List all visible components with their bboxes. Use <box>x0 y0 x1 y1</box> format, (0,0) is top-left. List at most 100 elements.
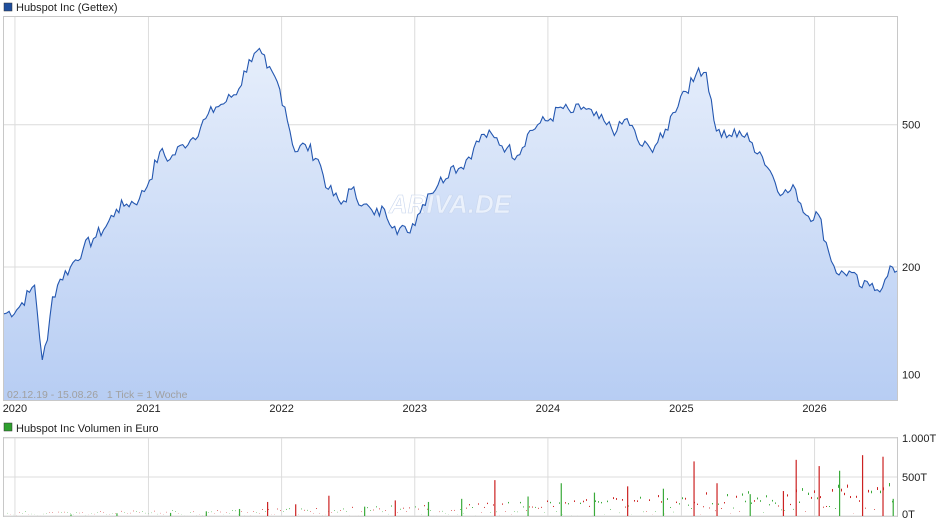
volume-bar-minor <box>748 491 749 493</box>
volume-bar-minor <box>568 503 569 504</box>
volume-bar <box>862 455 863 516</box>
price-legend-swatch <box>4 3 12 11</box>
volume-bar-minor <box>493 504 494 505</box>
volume-bar-minor <box>778 505 779 506</box>
volume-bar-minor <box>547 500 548 502</box>
volume-bar <box>328 496 329 516</box>
volume-bar <box>428 502 429 516</box>
volume-bar-minor <box>541 507 542 508</box>
volume-bar-minor <box>307 510 308 511</box>
volume-bar-minor <box>574 500 575 502</box>
volume-bar-minor <box>808 493 809 495</box>
volume-bar-minor <box>610 509 611 510</box>
volume-bar-minor <box>856 496 857 498</box>
volume-bar-minor <box>880 491 881 494</box>
volume-bar-minor <box>565 502 566 503</box>
volume-bar-minor <box>874 509 875 510</box>
volume-bar-minor <box>301 509 302 510</box>
volume-bar-minor <box>850 496 851 498</box>
volume-bar-minor <box>859 500 860 502</box>
volume-bar-minor <box>529 506 530 507</box>
volume-bar-minor <box>451 510 452 511</box>
volume-bar-minor <box>154 511 155 512</box>
price-ytick-label: 500 <box>902 120 920 132</box>
volume-bar-minor <box>550 502 551 503</box>
volume-bar-minor <box>832 489 833 492</box>
volume-bar-minor <box>370 510 371 511</box>
volume-bar <box>819 466 820 516</box>
volume-bar-minor <box>376 506 377 507</box>
volume-bar-minor <box>706 492 707 494</box>
volume-bar-minor <box>865 508 866 509</box>
volume-bar-minor <box>826 506 827 507</box>
volume-bar-minor <box>703 506 704 507</box>
volume-bar-minor <box>742 493 743 495</box>
volume-bar-minor <box>781 510 782 511</box>
volume-bar-minor <box>634 500 635 502</box>
volume-bar <box>561 483 562 516</box>
volume-legend-label: Hubspot Inc Volumen in Euro <box>16 423 158 435</box>
volume-bar-minor <box>787 494 788 496</box>
volume-bar-minor <box>385 510 386 511</box>
volume-bar-minor <box>472 507 473 508</box>
volume-bar-minor <box>508 502 509 503</box>
x-tick-label: 2025 <box>669 403 693 415</box>
volume-bar-minor <box>757 498 758 500</box>
volume-bar-minor <box>844 493 845 495</box>
volume-bar-minor <box>340 510 341 511</box>
volume-bar-minor <box>829 506 830 507</box>
volume-bar-minor <box>712 503 713 504</box>
volume-bar-minor <box>814 490 815 493</box>
volume-bar-minor <box>637 500 638 502</box>
volume-bar-minor <box>277 509 278 510</box>
volume-bar-minor <box>520 502 521 503</box>
volume-ytick-label: 1.000T <box>902 433 937 445</box>
volume-bar <box>663 489 664 516</box>
volume-bar-minor <box>745 501 746 503</box>
volume-bar-minor <box>670 507 671 508</box>
volume-bar-minor <box>121 511 122 512</box>
volume-bar-minor <box>595 500 596 502</box>
volume-bar-minor <box>373 510 374 511</box>
volume-bar-minor <box>484 507 485 508</box>
volume-bar-minor <box>754 500 755 502</box>
volume-bar-minor <box>733 508 734 509</box>
volume-bar-minor <box>583 501 584 503</box>
volume-bar-minor <box>727 494 728 496</box>
volume-bar <box>882 457 883 516</box>
volume-bar <box>206 511 207 516</box>
volume-bar-minor <box>649 499 650 501</box>
volume-bar-minor <box>379 509 380 510</box>
volume-bar-minor <box>775 502 776 503</box>
volume-bar-minor <box>709 508 710 509</box>
x-tick-label: 2026 <box>802 403 826 415</box>
volume-bar-minor <box>889 483 890 486</box>
volume-bar-minor <box>682 497 683 499</box>
volume-bar-minor <box>532 507 533 508</box>
volume-bar-minor <box>535 507 536 508</box>
volume-bar-minor <box>526 510 527 511</box>
volume-bar-minor <box>751 503 752 504</box>
volume-bar-minor <box>586 499 587 501</box>
volume-bar-minor <box>553 506 554 507</box>
volume-legend-swatch <box>4 423 12 431</box>
volume-bar-minor <box>559 502 560 503</box>
volume-bar-minor <box>133 511 134 512</box>
volume-bar-minor <box>661 501 662 502</box>
volume-bar <box>527 497 528 517</box>
volume-bar <box>893 499 894 516</box>
volume-bar-minor <box>442 511 443 512</box>
volume-bar <box>783 491 784 516</box>
range-note: 02.12.19 - 15.08.26 1 Tick = 1 Woche <box>7 389 188 401</box>
volume-bar-minor <box>217 510 218 511</box>
volume-bar-minor <box>424 505 425 506</box>
volume-bar <box>170 513 171 516</box>
volume-bar-minor <box>460 509 461 510</box>
volume-bar-minor <box>685 498 686 500</box>
volume-bar <box>594 493 595 516</box>
volume-bar-minor <box>868 490 869 493</box>
volume-bar-minor <box>766 495 767 497</box>
volume-bar-minor <box>625 507 626 508</box>
volume-bar-minor <box>289 508 290 509</box>
volume-bar-minor <box>280 510 281 511</box>
